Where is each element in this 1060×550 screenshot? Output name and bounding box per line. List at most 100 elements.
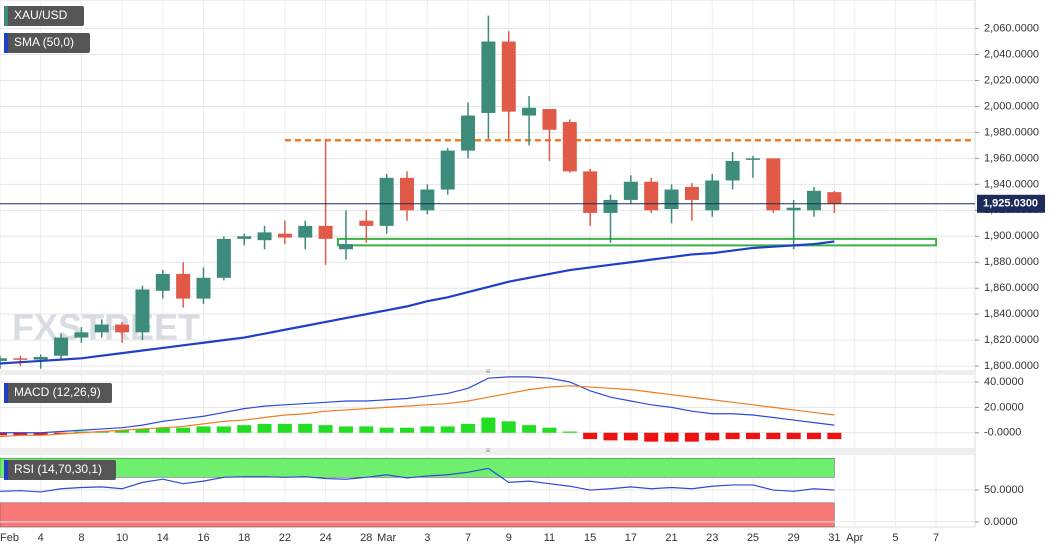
candle-body <box>257 232 272 241</box>
x-tick-label: 22 <box>279 532 291 544</box>
x-tick-label: Mar <box>377 532 396 544</box>
resize-handle[interactable]: ≡ <box>486 446 491 455</box>
candle-body <box>807 190 821 211</box>
panel-separator <box>0 448 975 455</box>
histogram-bar <box>420 426 435 433</box>
candle-body <box>725 160 740 181</box>
candle-body <box>664 189 679 210</box>
candle-body <box>155 273 170 291</box>
histogram-bar <box>705 432 720 441</box>
histogram-bar <box>196 426 211 433</box>
candle-body <box>766 158 781 211</box>
y-tick-label: 1,980.0000 <box>984 126 1039 138</box>
y-tick-label: 20.0000 <box>984 401 1024 413</box>
histogram-bar <box>400 427 414 433</box>
candle-body <box>623 181 638 200</box>
x-tick-label: 23 <box>706 532 718 544</box>
candle-body <box>176 273 191 299</box>
candle-body <box>420 189 435 211</box>
histogram-bar <box>664 432 679 442</box>
histogram-bar <box>74 431 89 433</box>
candle-body <box>13 358 28 360</box>
legend-stripe <box>4 33 8 53</box>
x-tick-label: 8 <box>78 532 84 544</box>
legend-label: MACD (12,26,9) <box>14 385 101 399</box>
x-tick-label: 29 <box>788 532 800 544</box>
x-tick-label: 7 <box>465 532 471 544</box>
histogram-bar <box>807 432 821 440</box>
candle-body <box>603 199 618 213</box>
histogram-bar <box>176 427 191 433</box>
legend-box <box>4 383 112 403</box>
y-tick-label: 1,900.0000 <box>984 230 1039 242</box>
y-tick-label: 0.0000 <box>984 516 1018 528</box>
candle-body <box>501 41 516 112</box>
candle-body <box>74 332 89 338</box>
legend-label: RSI (14,70,30,1) <box>14 462 102 476</box>
candle-body <box>298 225 313 238</box>
y-tick-label: 50.0000 <box>984 484 1024 496</box>
histogram-bar <box>257 423 272 433</box>
last-price-box <box>977 194 1045 213</box>
x-tick-label: 18 <box>238 532 250 544</box>
histogram-bar <box>644 432 659 442</box>
histogram-bar <box>54 432 69 435</box>
candle-body <box>481 41 496 113</box>
y-tick-label: 1,860.0000 <box>984 282 1039 294</box>
x-tick-label: 5 <box>892 532 898 544</box>
histogram-bar <box>135 428 150 433</box>
candle-body <box>318 225 333 239</box>
candle-body <box>745 158 760 160</box>
candle-body <box>644 181 659 211</box>
histogram-bar <box>603 432 618 441</box>
series-line <box>0 385 835 438</box>
histogram-bar <box>13 432 28 436</box>
histogram-bar <box>461 423 476 433</box>
y-tick-label: 1,840.0000 <box>984 308 1039 320</box>
y-tick-label: 2,020.0000 <box>984 74 1039 86</box>
histogram-bar <box>277 423 292 433</box>
legend-box <box>4 460 116 480</box>
candle-body <box>338 244 353 250</box>
y-tick-label: 2,040.0000 <box>984 48 1039 60</box>
histogram-bar <box>338 426 353 433</box>
histogram-bar <box>216 426 231 433</box>
x-tick-label: 15 <box>584 532 596 544</box>
support-zone <box>336 237 938 247</box>
x-tick-label: 17 <box>625 532 637 544</box>
histogram-bar <box>745 432 760 440</box>
x-tick-label: 7 <box>933 532 939 544</box>
y-tick-label: 2,000.0000 <box>984 100 1039 112</box>
y-tick-label: 1,800.0000 <box>984 360 1039 372</box>
candle-body <box>827 192 842 204</box>
x-tick-label: Feb <box>0 532 19 544</box>
rsi-band <box>0 457 835 478</box>
x-tick-label: 3 <box>424 532 430 544</box>
histogram-bar <box>827 432 842 440</box>
x-tick-label: 10 <box>116 532 128 544</box>
histogram-bar <box>542 427 557 433</box>
resize-handle[interactable]: ≡ <box>486 367 491 376</box>
legend-stripe <box>4 6 8 26</box>
histogram-bar <box>684 432 699 442</box>
candle-body <box>0 358 7 361</box>
series-line <box>0 240 835 365</box>
candle-body <box>522 107 537 116</box>
histogram-bar <box>786 432 801 440</box>
candle-body <box>115 324 130 333</box>
legend-label: SMA (50,0) <box>14 35 74 49</box>
histogram-bar <box>33 432 48 436</box>
histogram-bar <box>522 425 537 433</box>
candle-body <box>54 337 69 356</box>
candle-body <box>33 357 48 360</box>
x-tick-label: Apr <box>846 532 863 544</box>
y-tick-label: -0.0000 <box>984 427 1021 439</box>
histogram-bar <box>725 432 740 440</box>
y-tick-label: 1,880.0000 <box>984 256 1039 268</box>
legend-box <box>4 6 84 26</box>
y-tick-label: 2,060.0000 <box>984 22 1039 34</box>
x-tick-label: 14 <box>157 532 169 544</box>
candle-body <box>237 236 252 239</box>
histogram-bar <box>440 426 455 433</box>
